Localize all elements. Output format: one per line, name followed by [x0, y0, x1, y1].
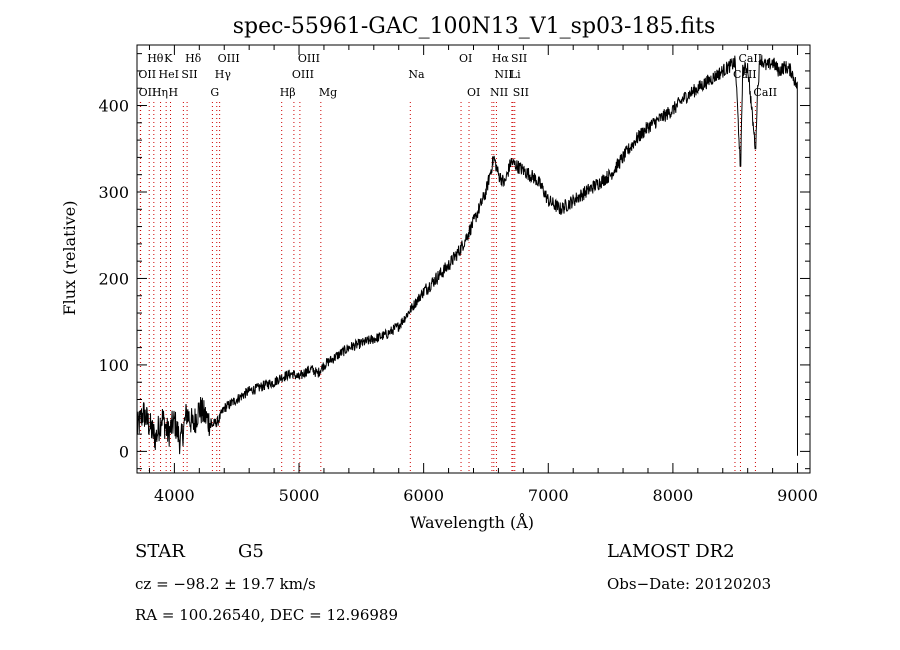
x-tick-label: 5000 [279, 486, 320, 505]
coordinates: RA = 100.26540, DEC = 12.96989 [135, 606, 398, 624]
x-tick-label: 4000 [154, 486, 195, 505]
spectral-line-label: H [169, 86, 179, 99]
object-subclass: G5 [238, 541, 264, 562]
x-tick-label: 7000 [528, 486, 569, 505]
obs-date: Obs−Date: 20120203 [607, 575, 771, 593]
marker-lines [139, 102, 756, 473]
x-tick-label: 6000 [403, 486, 444, 505]
y-tick-label: 400 [98, 97, 129, 116]
spectral-line-label: Hθ [147, 52, 164, 65]
spectral-line-label: HeI [159, 68, 179, 81]
spectral-line-label: CaII [753, 86, 777, 99]
spectral-line-label: CaII [738, 52, 762, 65]
object-class: STAR [135, 541, 185, 562]
spectral-line-label: OIII [218, 52, 240, 65]
spectral-line-label: OII [138, 68, 156, 81]
redshift-info: cz = −98.2 ± 19.7 km/s [135, 575, 316, 593]
spectrum-line [136, 55, 798, 456]
spectral-line-label: CaII [733, 68, 757, 81]
x-axis-label: Wavelength (Å) [410, 512, 534, 532]
x-axis-ticks: 4000 5000 6000 7000 8000 9000 [148, 45, 818, 505]
spectral-line-label: G [210, 86, 219, 99]
plot-frame [136, 44, 811, 474]
spectral-line-label: NII [494, 68, 512, 81]
y-axis-label: Flux (relative) [60, 201, 79, 316]
spectral-line-label: Na [408, 68, 425, 81]
x-tick-label: 9000 [777, 486, 818, 505]
spectral-line-label: SII [513, 86, 529, 99]
spectral-line-label: Hδ [185, 52, 202, 65]
chart-title: spec-55961-GAC_100N13_V1_sp03-185.fits [233, 14, 716, 39]
y-tick-label: 200 [98, 269, 129, 288]
x-tick-label: 8000 [653, 486, 694, 505]
spectral-line-label: Hβ [280, 86, 296, 99]
spectral-line-label: Hη [152, 86, 168, 99]
spectral-line-label: OII [139, 86, 157, 99]
spectral-line-label: Hα [492, 52, 510, 65]
spectral-line-label: OI [459, 52, 472, 65]
y-tick-label: 100 [98, 356, 129, 375]
spectral-line-label: OI [467, 86, 480, 99]
spectral-line-label: NII [490, 86, 508, 99]
spectral-line-label: OIII [292, 68, 314, 81]
spectral-line-label: Mg [319, 86, 337, 99]
survey-name: LAMOST DR2 [607, 541, 735, 562]
spectral-line-label: K [164, 52, 173, 65]
y-axis-ticks: 0 100 200 300 400 [98, 53, 810, 470]
y-tick-label: 300 [98, 183, 129, 202]
y-tick-label: 0 [119, 442, 129, 461]
spectral-line-label: SII [511, 52, 527, 65]
spectral-line-label: OIII [298, 52, 320, 65]
spectral-line-label: Hγ [215, 68, 232, 81]
spectral-line-label: Li [510, 68, 521, 81]
spectral-line-label: SII [181, 68, 197, 81]
